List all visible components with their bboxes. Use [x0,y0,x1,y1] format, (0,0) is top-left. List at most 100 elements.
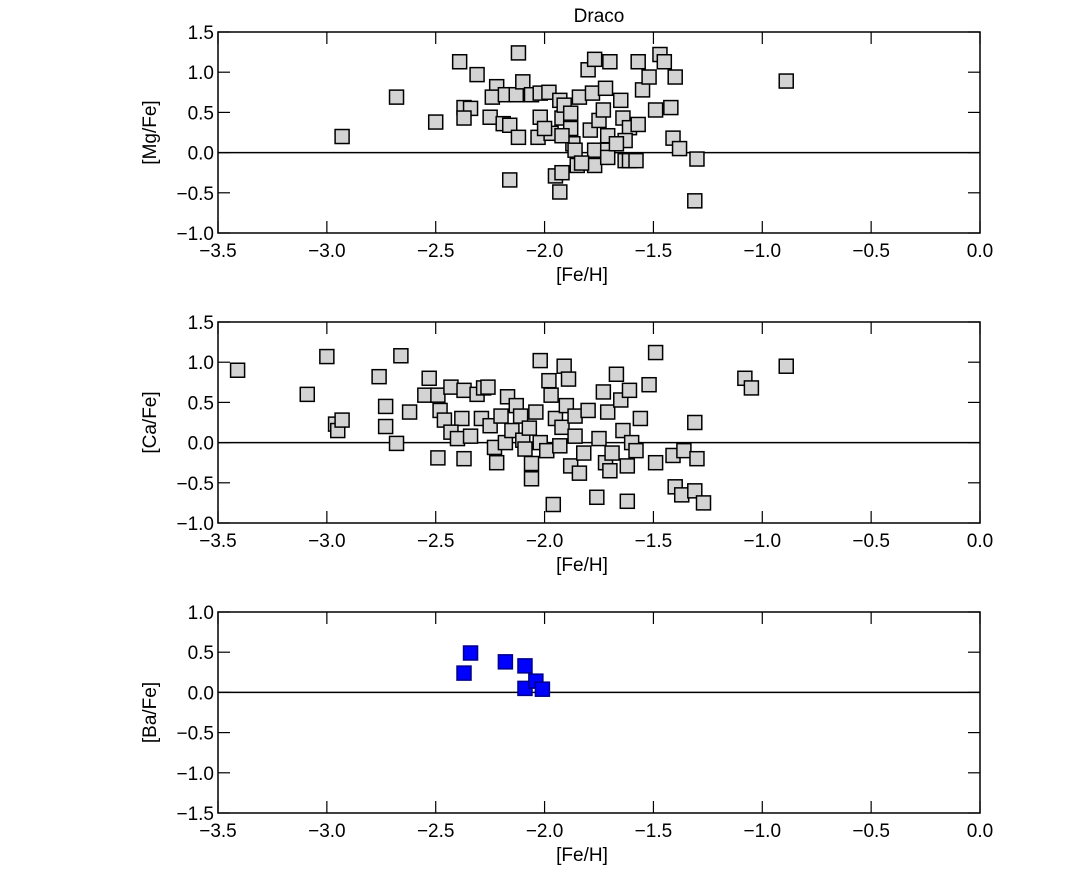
y-tick-label: 0.5 [188,393,214,414]
plot-frame [217,321,981,524]
x-tick-label: −1.0 [744,241,782,262]
y-tick-label: −1.5 [176,804,214,825]
points [334,45,794,209]
point [456,665,472,681]
point [689,151,705,167]
x-tick-label: 0.0 [967,241,993,262]
point [523,471,540,487]
point [671,140,688,157]
point [619,493,636,510]
point [443,379,459,395]
point [673,487,690,503]
point [554,127,570,144]
point [602,53,618,70]
point [554,164,570,181]
point [676,442,692,459]
x-tick-label: −2.0 [526,241,564,262]
y-tick-label: 1.0 [188,63,214,84]
point [647,344,664,361]
y-tick-label: −0.5 [176,184,214,205]
y-axis-label: [Ba/Fe] [140,682,161,743]
point [484,89,501,105]
point [687,193,703,209]
plot-frame [217,31,981,234]
y-tick-label: −1.0 [176,224,214,245]
point [586,157,603,174]
x-tick-label: −2.5 [417,531,455,552]
point [689,450,705,467]
point [319,348,335,365]
point [602,462,618,479]
point [521,420,538,436]
y-axis-label: [Mg/Fe] [140,100,161,164]
point [482,109,498,125]
point [586,51,603,68]
point [647,454,664,471]
point [628,442,644,459]
x-tick-label: −3.5 [199,531,237,552]
point [449,430,466,447]
chart-title: Draco [574,6,625,27]
y-tick-label: 1.5 [188,23,214,44]
point [480,379,496,395]
x-tick-label: −3.0 [308,241,346,262]
point [493,408,509,424]
x-tick-label: −0.5 [852,241,890,262]
point [573,155,590,171]
x-tick-label: −1.5 [635,531,673,552]
point [599,404,616,420]
point [488,454,505,471]
point [532,352,548,369]
x-tick-label: 0.0 [967,821,993,842]
point [584,85,601,101]
point [589,489,605,506]
point [377,398,394,415]
point [229,362,246,378]
point [599,149,616,166]
point [556,358,572,374]
point [630,116,646,133]
point [595,384,612,400]
point [456,450,472,467]
point [663,99,679,116]
y-tick-label: 1.5 [188,313,214,334]
x-tick-label: −0.5 [852,821,890,842]
y-tick-label: −1.0 [176,514,214,535]
point [377,418,394,435]
point [454,410,470,427]
point [388,89,405,105]
y-tick-label: 0.0 [188,434,214,455]
point [451,53,468,70]
point [456,110,472,126]
x-axis-label: [Fe/H] [556,845,608,866]
point [571,89,588,105]
point [560,371,577,387]
point [554,419,570,436]
y-tick-label: −1.0 [176,764,214,785]
point [604,445,620,461]
point [595,102,612,118]
point [656,53,673,70]
point [510,45,527,61]
point [630,53,646,70]
point [462,645,479,661]
x-tick-label: −3.0 [308,821,346,842]
x-tick-label: −2.0 [526,821,564,842]
point [545,496,562,513]
x-tick-label: −3.5 [199,241,237,262]
point [778,73,794,89]
point [508,86,525,103]
point [536,120,553,137]
y-tick-label: 0.0 [188,683,214,704]
y-tick-label: 0.5 [188,643,214,664]
point [430,387,446,403]
x-tick-label: −0.5 [852,531,890,552]
point [393,348,409,364]
point [388,435,405,452]
point [615,422,631,439]
point [497,654,514,670]
point [567,428,583,444]
point [523,455,540,472]
point [552,184,568,200]
